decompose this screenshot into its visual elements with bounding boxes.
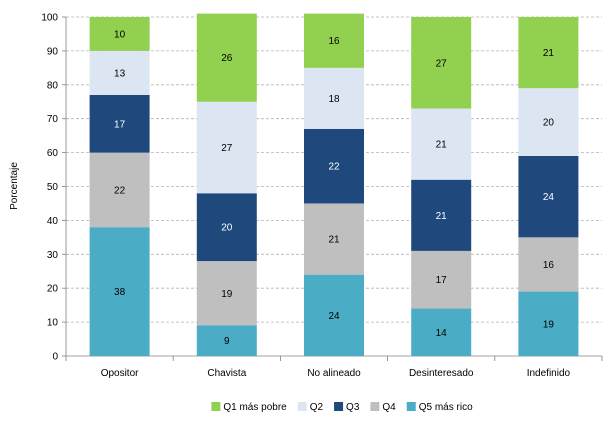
legend-label: Q4 — [382, 402, 396, 413]
bar-segment — [518, 291, 579, 356]
bar-segment — [89, 17, 150, 51]
data-label: 21 — [543, 48, 555, 59]
data-labels: 38 22 17 13 10 9 19 20 27 26 24 21 22 18 16 14 17 21 21 27 1… — [114, 29, 554, 347]
data-label: 9 — [224, 336, 230, 347]
data-label: 21 — [328, 235, 340, 246]
y-tick-label: 60 — [47, 148, 59, 159]
data-label: 14 — [436, 328, 448, 339]
data-label: 21 — [436, 140, 448, 151]
data-label: 20 — [221, 223, 233, 234]
data-label: 16 — [328, 36, 340, 47]
data-label: 22 — [328, 162, 340, 173]
bar-segment — [518, 88, 579, 156]
bar-segment — [89, 227, 150, 356]
y-axis-title: Porcentaje — [9, 162, 20, 210]
bar-segment — [518, 17, 579, 89]
x-tick-label: Desinteresado — [409, 368, 474, 379]
bar-segment — [196, 193, 257, 262]
bar-segment — [196, 101, 257, 194]
legend-label: Q3 — [346, 402, 360, 413]
data-label: 20 — [543, 118, 555, 129]
x-tick-label: Chavista — [207, 368, 246, 379]
y-tick-label: 70 — [47, 114, 59, 125]
legend-swatch — [406, 402, 416, 411]
bar-segment — [196, 13, 257, 102]
legend-swatch — [370, 402, 380, 411]
bar-segment — [89, 152, 150, 228]
bar-segment — [304, 67, 364, 129]
y-tick-label: 80 — [47, 80, 59, 91]
legend-swatch — [297, 402, 307, 411]
legend-swatch — [211, 402, 221, 411]
y-tick-label: 100 — [41, 13, 58, 24]
data-label: 26 — [221, 53, 233, 64]
bar-segment — [89, 94, 150, 153]
bar-segment — [304, 128, 364, 204]
bar-segment — [89, 50, 150, 95]
y-tick-label: 40 — [47, 216, 59, 227]
data-label: 24 — [543, 192, 555, 203]
data-label: 19 — [221, 289, 233, 300]
bar-segment — [411, 250, 472, 309]
legend-label: Q5 más rico — [419, 402, 473, 413]
data-label: 22 — [114, 185, 126, 196]
bar-segment — [196, 325, 257, 356]
data-label: 13 — [114, 68, 126, 79]
y-tick-label: 90 — [47, 46, 59, 57]
x-tick-label: Indefinido — [527, 368, 571, 379]
data-label: 24 — [328, 311, 340, 322]
bar-segment — [304, 203, 364, 275]
bar-segment — [304, 274, 364, 356]
y-tick-label: 50 — [47, 182, 59, 193]
data-label: 10 — [114, 29, 126, 40]
data-label: 38 — [114, 287, 126, 298]
bar-segment — [196, 261, 257, 326]
bar-segment — [411, 108, 472, 180]
bar-segment — [411, 179, 472, 251]
legend: Q1 más pobre Q2 Q3 Q4 Q5 más rico — [211, 402, 473, 413]
bars — [89, 13, 579, 356]
data-label: 21 — [436, 211, 448, 222]
data-label: 16 — [543, 260, 555, 271]
legend-swatch — [334, 402, 344, 411]
data-label: 17 — [114, 119, 126, 130]
legend-label: Q2 — [310, 402, 324, 413]
data-label: 27 — [221, 143, 233, 154]
y-tick-label: 30 — [47, 250, 59, 261]
bar-segment — [411, 17, 472, 109]
x-tick-label: Opositor — [101, 368, 139, 379]
y-tick-label: 0 — [52, 352, 58, 363]
data-label: 17 — [436, 275, 448, 286]
legend-label: Q1 más pobre — [223, 402, 287, 413]
x-tick-label: No alineado — [307, 368, 361, 379]
bar-segment — [411, 308, 472, 356]
y-tick-label: 20 — [47, 284, 59, 295]
data-label: 27 — [436, 58, 448, 69]
y-tick-label: 10 — [47, 318, 59, 329]
bar-segment — [518, 237, 579, 292]
bar-segment — [518, 155, 579, 238]
data-label: 19 — [543, 319, 555, 330]
bar-segment — [304, 13, 364, 68]
data-label: 18 — [328, 94, 340, 105]
